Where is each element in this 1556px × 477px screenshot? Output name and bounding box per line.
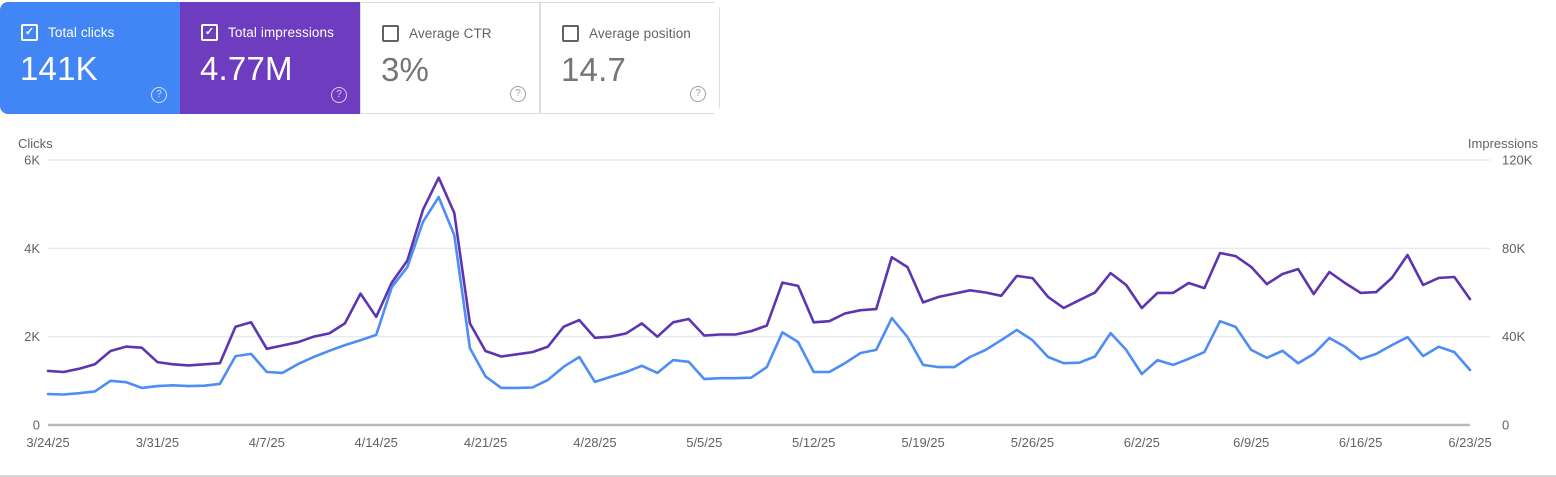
metric-label: Average CTR: [409, 26, 492, 41]
left-axis-title: Clicks: [18, 136, 53, 151]
x-axis-tick-label: 4/7/25: [249, 435, 285, 450]
metric-value: 14.7: [561, 51, 627, 88]
help-icon[interactable]: ?: [151, 87, 167, 103]
check-icon: ✓: [24, 26, 35, 38]
x-axis-tick-label: 5/12/25: [792, 435, 835, 450]
x-axis-tick-label: 5/26/25: [1011, 435, 1054, 450]
metric-label: Average position: [589, 26, 691, 41]
x-axis-tick-label: 6/2/25: [1124, 435, 1160, 450]
x-axis-tick-label: 4/21/25: [464, 435, 507, 450]
left-axis-tick-label: 4K: [24, 241, 40, 256]
metric-card-header: ✓ Total clicks: [0, 2, 180, 41]
metric-value: 3%: [381, 51, 430, 88]
total-clicks-checkbox[interactable]: ✓: [21, 24, 38, 41]
right-axis-tick-label: 0: [1502, 418, 1509, 433]
panel-bottom-border: [0, 475, 1556, 477]
x-axis-tick-label: 4/14/25: [354, 435, 397, 450]
x-axis-tick-label: 5/5/25: [686, 435, 722, 450]
right-axis-tick-label: 80K: [1502, 241, 1525, 256]
help-icon[interactable]: ?: [331, 87, 347, 103]
average-ctr-checkbox[interactable]: [382, 25, 399, 42]
left-axis-tick-label: 0: [33, 418, 40, 433]
metric-value: 4.77M: [200, 50, 293, 87]
x-axis-tick-label: 4/28/25: [573, 435, 616, 450]
left-axis-tick-label: 2K: [24, 329, 40, 344]
average-position-checkbox[interactable]: [562, 25, 579, 42]
x-axis-tick-label: 3/31/25: [136, 435, 179, 450]
metric-card-total-impressions[interactable]: ✓ Total impressions 4.77M ?: [180, 2, 360, 114]
impressions-line: [46, 176, 1472, 374]
x-axis-tick-label: 6/9/25: [1233, 435, 1269, 450]
metric-value: 141K: [20, 50, 98, 87]
right-axis-tick-label: 120K: [1502, 153, 1533, 168]
total-impressions-checkbox[interactable]: ✓: [201, 24, 218, 41]
metric-card-header: Average CTR: [361, 3, 539, 42]
metric-card-header: ✓ Total impressions: [180, 2, 360, 41]
metric-card-average-position[interactable]: Average position 14.7 ?: [540, 2, 720, 114]
help-icon[interactable]: ?: [690, 86, 706, 102]
metric-label: Total clicks: [48, 25, 115, 40]
x-axis-tick-label: 6/16/25: [1339, 435, 1382, 450]
x-axis-tick-label: 3/24/25: [26, 435, 69, 450]
left-axis-tick-label: 6K: [24, 153, 40, 168]
metric-card-header: Average position: [541, 3, 719, 42]
x-axis-tick-label: 6/23/25: [1448, 435, 1491, 450]
right-axis-title: Impressions: [1468, 136, 1539, 151]
right-axis-tick-label: 40K: [1502, 329, 1525, 344]
metric-label: Total impressions: [228, 25, 334, 40]
help-icon[interactable]: ?: [510, 86, 526, 102]
x-axis-tick-label: 5/19/25: [901, 435, 944, 450]
clicks-line: [46, 195, 1472, 396]
check-icon: ✓: [204, 26, 215, 38]
metric-cards: ✓ Total clicks 141K ? ✓ Total impression…: [0, 2, 720, 114]
metric-card-average-ctr[interactable]: Average CTR 3% ?: [360, 2, 540, 114]
metric-card-total-clicks[interactable]: ✓ Total clicks 141K ?: [0, 2, 180, 114]
